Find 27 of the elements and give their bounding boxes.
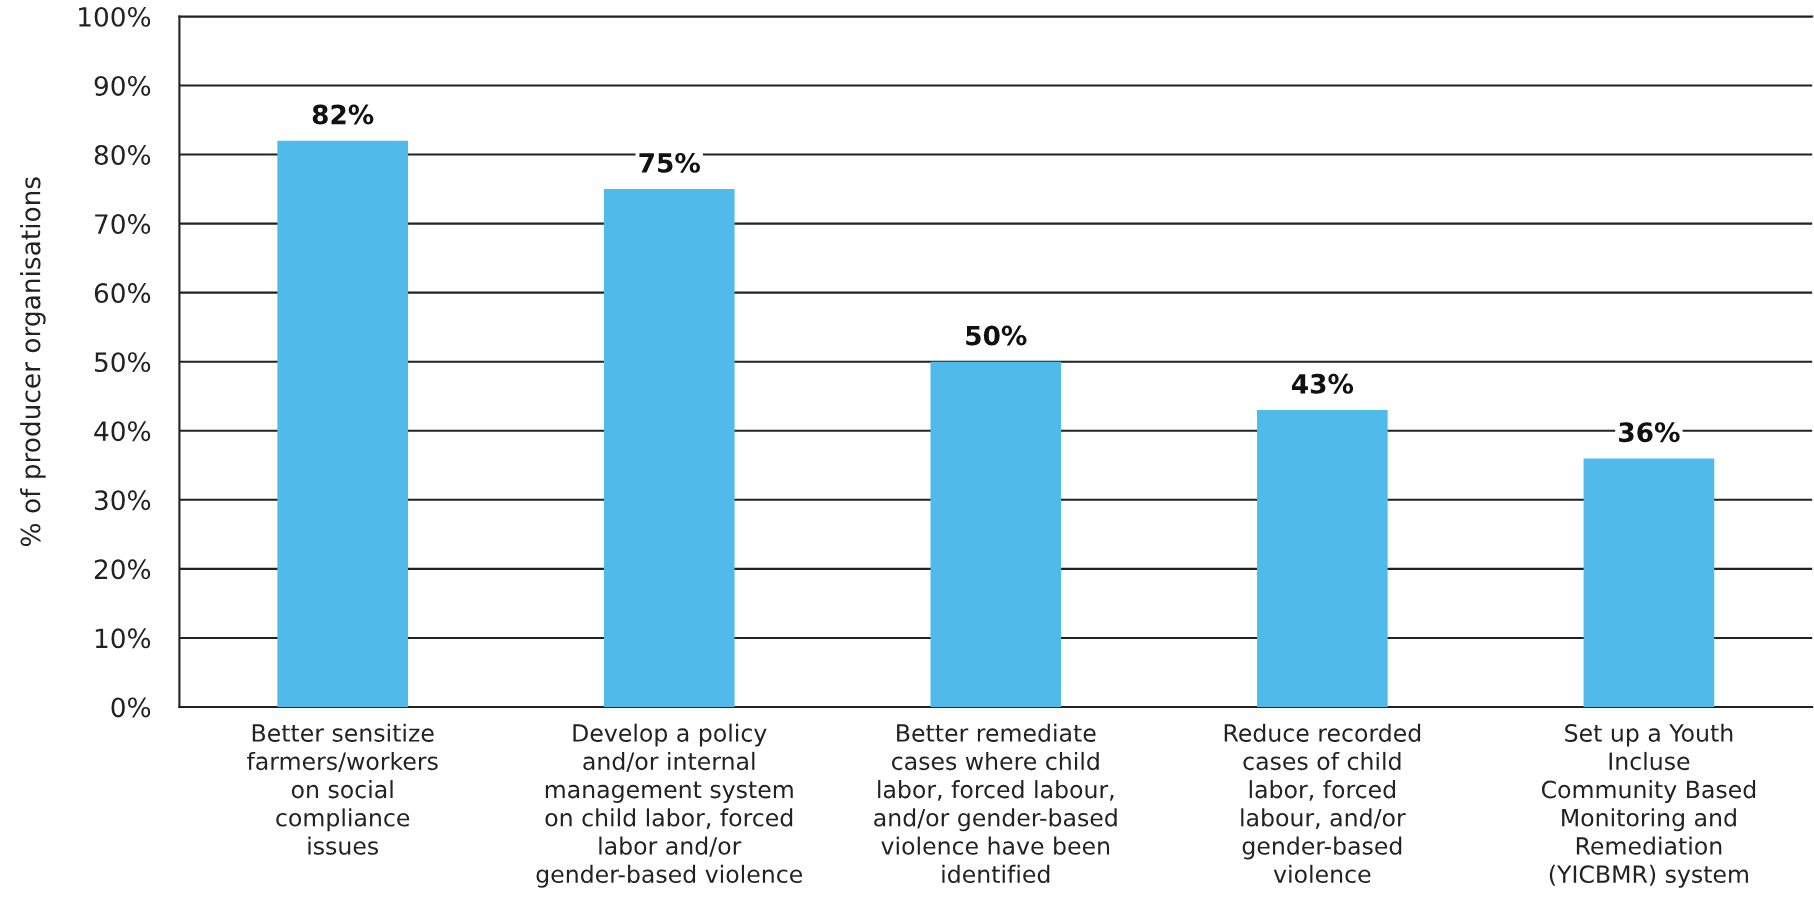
bar — [603, 189, 735, 707]
x-tick-label: Better sensitize farmers/workers on social compliance issues — [247, 723, 438, 855]
data-label: 75% — [639, 152, 700, 173]
y-tick-label: 40% — [94, 421, 151, 442]
y-tick-label: 70% — [95, 214, 151, 235]
x-tick-label: Set up a Youth Incluse Community Based Monitoring and Remediation (YICBMR) system — [1541, 723, 1756, 888]
y-tick-label: 60% — [94, 283, 151, 304]
x-tick-label: Better remediate cases where child labor, forced labour, and/or gender-based violence have been identified — [874, 723, 1117, 884]
data-label: 43% — [1291, 373, 1354, 394]
bar — [930, 361, 1062, 707]
y-tick-label: 50% — [95, 352, 151, 373]
y-tick-label: 20% — [94, 559, 151, 580]
y-tick-label: 0% — [111, 697, 151, 718]
bar — [1257, 410, 1388, 707]
bar — [1583, 458, 1715, 707]
y-tick-label: 100% — [79, 6, 151, 27]
bar — [277, 140, 408, 707]
x-tick-label: Develop a policy and/or internal management system on child labor, forced labor and/or gender-based violence — [536, 723, 802, 888]
y-tick-label: 90% — [94, 75, 151, 96]
x-tick-label: Reduce recorded cases of child labor, forced labour, and/or gender-based violence — [1224, 723, 1421, 884]
data-label: 82% — [312, 104, 374, 125]
y-axis-title: % of producer organisations — [20, 177, 46, 547]
y-tick-label: 10% — [95, 628, 151, 649]
data-label: 36% — [1619, 422, 1680, 443]
y-tick-label: 30% — [94, 490, 151, 511]
data-label: 50% — [966, 325, 1027, 346]
y-tick-label: 80% — [94, 145, 151, 165]
